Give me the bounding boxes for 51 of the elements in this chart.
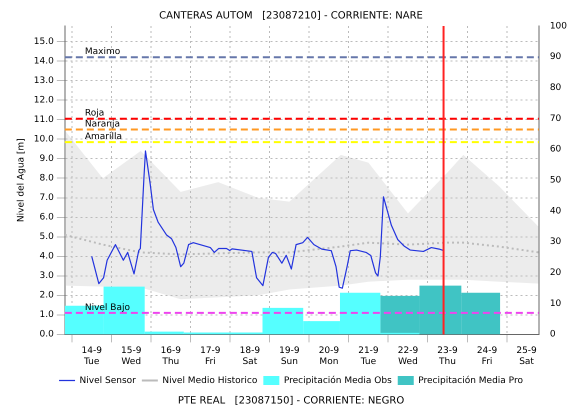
y-tick-label: 7.0 <box>40 193 54 204</box>
y-tick-label: 5.0 <box>40 232 54 242</box>
y-tick-label: 3.0 <box>40 271 54 282</box>
y2-tick-label: 80 <box>550 83 562 94</box>
chart-title: CANTERAS AUTOM [23087210] - CORRIENTE: NARE <box>159 10 423 22</box>
y-tick-label: 13.0 <box>34 76 54 86</box>
y-tick-label: 6.0 <box>40 212 54 223</box>
y2-tick-label: 90 <box>550 52 562 62</box>
y2-tick-label: 50 <box>550 176 562 186</box>
ref-line-label: Maximo <box>84 47 121 58</box>
text: PTE REAL [23087150] - CORRIENTE: NEGRO <box>178 396 404 407</box>
legend-label: Nivel Sensor <box>80 376 136 386</box>
y-tick-label: 14.0 <box>34 56 54 66</box>
legend-label: Nivel Medio Historico <box>162 376 258 386</box>
ref-line-label: Amarilla <box>84 132 122 142</box>
y-tick-label: 9.0 <box>40 154 54 164</box>
y-tick-label: 15.0 <box>34 36 54 47</box>
y2-tick-label: 10 <box>550 298 562 309</box>
y2-tick-label: 20 <box>550 268 562 278</box>
y2-tick-label: 30 <box>550 237 562 248</box>
x-tick-label: 22-9 Wed <box>398 346 418 367</box>
y2-tick-label: 70 <box>550 114 562 124</box>
x-tick-label: 23-9 Thu <box>437 346 458 367</box>
y-tick-label: 2.0 <box>40 290 54 301</box>
y-axis-title: Nivel del Agua [m] <box>16 138 27 222</box>
legend-label: Precipitación Media Pro <box>418 374 524 386</box>
y-tick-label: 0.0 <box>40 330 54 340</box>
y2-tick-label: 0 <box>550 330 556 340</box>
y-tick-label: 10.0 <box>34 134 54 145</box>
x-tick-label: 21-9 Tue <box>358 346 379 367</box>
y-tick-label: 12.0 <box>34 96 54 106</box>
x-tick-label: 17-9 Fri <box>200 346 221 367</box>
y2-tick-label: 40 <box>550 206 562 216</box>
x-tick-label: 14-9 Tue <box>81 346 102 367</box>
x-tick-label: 24-9 Fri <box>476 346 498 367</box>
legend-label: Precipitación Media Obs <box>284 374 392 386</box>
x-tick-label: 16-9 Thu <box>160 346 182 367</box>
ref-line-label: Roja <box>84 108 104 119</box>
x-tick-label: 20-9 Mon <box>318 346 340 367</box>
ref-line-label: Naranja <box>84 119 120 130</box>
y-tick-label: 11.0 <box>34 115 54 126</box>
x-tick-label: 19-9 Sun <box>279 346 300 367</box>
ref-line-label: Nivel Bajo <box>84 302 130 313</box>
y-tick-label: 8.0 <box>40 174 54 184</box>
y2-tick-label: 60 <box>550 144 562 155</box>
x-tick-label: 18-9 Sat <box>240 346 260 367</box>
x-tick-label: 15-9 Wed <box>121 346 142 367</box>
y-tick-label: 1.0 <box>40 310 54 320</box>
y-tick-label: 4.0 <box>40 252 54 262</box>
x-tick-label: 25-9 Sat <box>516 346 538 367</box>
y2-tick-label: 100 <box>550 21 568 32</box>
